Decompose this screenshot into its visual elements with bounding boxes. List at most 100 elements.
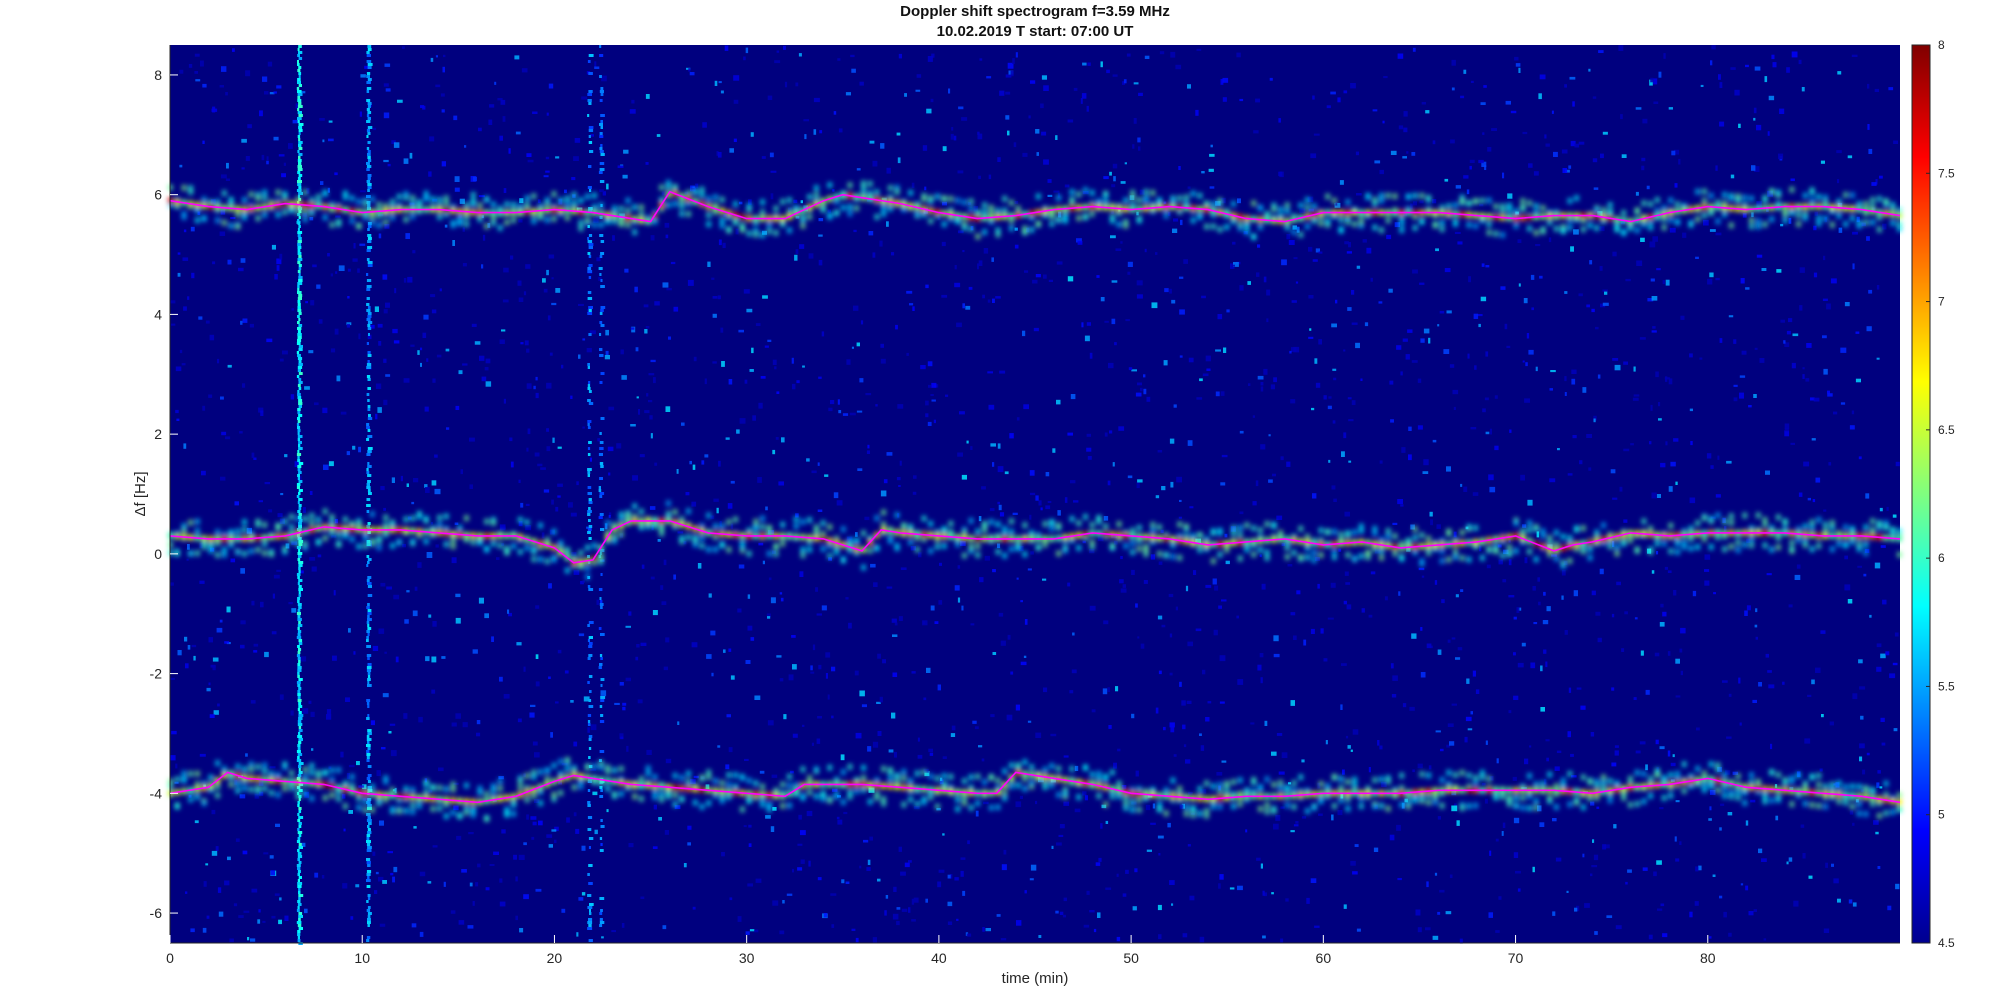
band-halo-cell (1150, 189, 1156, 196)
interference-stripe-cell (588, 654, 593, 657)
noise-speckle (859, 865, 862, 869)
noise-speckle (1540, 665, 1543, 672)
band-halo-cell (1136, 217, 1142, 224)
noise-speckle (1014, 201, 1019, 204)
noise-speckle (900, 567, 907, 570)
noise-speckle (745, 660, 751, 664)
noise-speckle (1668, 486, 1673, 492)
noise-speckle (309, 491, 313, 495)
noise-speckle (1273, 377, 1277, 383)
interference-stripe-cell (298, 174, 303, 177)
noise-speckle (1043, 274, 1047, 279)
noise-speckle (1815, 667, 1821, 673)
band-halo-cell (867, 180, 873, 187)
noise-speckle (692, 464, 696, 470)
interference-stripe-cell (367, 417, 373, 420)
interference-stripe-cell (298, 192, 303, 195)
interference-stripe-cell (297, 261, 301, 264)
noise-speckle (431, 656, 437, 663)
noise-speckle (1110, 235, 1116, 239)
noise-speckle (445, 348, 450, 352)
noise-speckle (924, 186, 927, 191)
interference-stripe-cell (366, 486, 371, 489)
band-halo-cell (1520, 198, 1526, 205)
noise-speckle (619, 733, 624, 739)
noise-speckle (1460, 483, 1463, 487)
noise-speckle (1556, 750, 1562, 753)
noise-speckle (1487, 147, 1492, 152)
noise-speckle (1288, 782, 1292, 785)
band-halo-cell (834, 535, 840, 542)
band-halo-cell (807, 194, 813, 200)
band-halo-cell (1298, 231, 1304, 238)
noise-speckle (942, 201, 947, 206)
noise-speckle (1205, 717, 1210, 722)
noise-speckle (1309, 328, 1312, 331)
noise-speckle (419, 871, 426, 877)
noise-speckle (1024, 890, 1027, 894)
noise-speckle (1871, 182, 1877, 186)
noise-speckle (1030, 551, 1034, 555)
noise-speckle (1753, 117, 1756, 121)
noise-speckle (1614, 750, 1619, 756)
noise-speckle (1417, 378, 1422, 383)
interference-stripe-cell (600, 606, 603, 609)
noise-speckle (802, 365, 805, 368)
noise-speckle (532, 741, 538, 746)
noise-speckle (184, 636, 188, 642)
noise-speckle (1709, 789, 1716, 795)
interference-stripe-cell (366, 483, 370, 486)
band-halo-cell (1015, 205, 1021, 212)
noise-speckle (947, 874, 951, 879)
interference-stripe-cell (367, 561, 370, 564)
noise-speckle (545, 170, 550, 173)
band-halo-cell (1022, 522, 1028, 529)
interference-stripe-cell (588, 756, 591, 759)
noise-speckle (1370, 571, 1376, 575)
interference-stripe-cell (599, 705, 603, 708)
noise-speckle (972, 720, 977, 724)
band-halo-cell (571, 200, 577, 207)
interference-stripe-cell (297, 417, 301, 420)
noise-speckle (1262, 890, 1265, 896)
noise-speckle (1756, 254, 1763, 258)
noise-speckle (1856, 216, 1860, 223)
band-halo-cell (410, 538, 416, 545)
noise-speckle (406, 590, 410, 593)
noise-speckle (549, 352, 553, 356)
noise-speckle (942, 756, 947, 759)
band-halo-cell (605, 529, 611, 536)
noise-speckle (1259, 653, 1264, 658)
interference-stripe-cell (297, 885, 302, 888)
interference-stripe-cell (296, 189, 302, 192)
interference-stripe-cell (588, 864, 593, 867)
noise-speckle (1641, 165, 1645, 171)
noise-speckle (661, 601, 667, 605)
noise-speckle (664, 830, 669, 835)
interference-stripe-cell (600, 87, 604, 90)
interference-stripe-cell (599, 234, 604, 237)
noise-speckle (967, 840, 970, 845)
noise-speckle (791, 357, 794, 364)
band-halo-cell (921, 536, 927, 543)
interference-stripe-cell (588, 246, 593, 249)
noise-speckle (375, 871, 379, 875)
band-halo-cell (1701, 212, 1707, 219)
noise-speckle (1780, 223, 1784, 227)
band-halo-cell (1069, 198, 1075, 205)
noise-speckle (1221, 197, 1226, 204)
noise-speckle (661, 191, 666, 196)
band-halo-cell (1190, 190, 1196, 197)
noise-speckle (891, 712, 896, 719)
noise-speckle (326, 714, 332, 720)
band-halo-cell (363, 214, 369, 221)
noise-speckle (356, 761, 360, 766)
interference-stripe-cell (297, 684, 301, 687)
noise-speckle (1214, 585, 1219, 591)
band-halo-cell (450, 537, 456, 544)
band-halo-cell (437, 514, 443, 521)
noise-speckle (419, 931, 424, 937)
band-halo-cell (1621, 210, 1627, 216)
interference-stripe-cell (297, 300, 301, 303)
interference-stripe-cell (366, 777, 371, 780)
